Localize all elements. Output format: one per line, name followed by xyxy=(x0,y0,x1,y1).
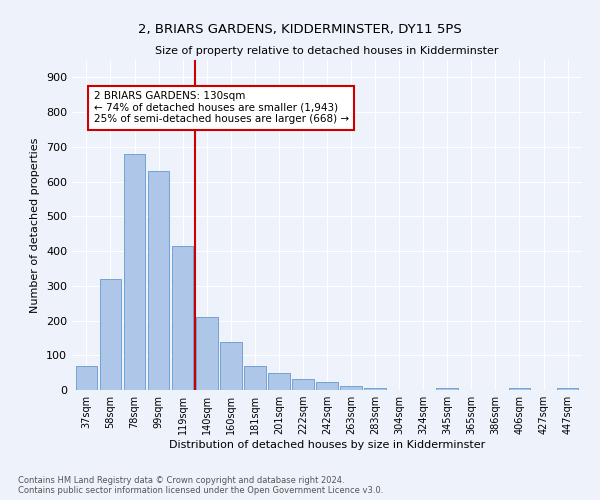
Text: Contains HM Land Registry data © Crown copyright and database right 2024.
Contai: Contains HM Land Registry data © Crown c… xyxy=(18,476,383,495)
Title: Size of property relative to detached houses in Kidderminster: Size of property relative to detached ho… xyxy=(155,46,499,56)
Bar xyxy=(340,386,362,390)
Bar xyxy=(220,342,242,390)
Bar xyxy=(244,366,266,390)
Bar xyxy=(100,279,121,390)
Bar xyxy=(172,246,193,390)
Bar xyxy=(557,388,578,390)
Bar xyxy=(124,154,145,390)
Bar xyxy=(76,366,97,390)
Bar xyxy=(509,388,530,390)
Bar xyxy=(316,382,338,390)
Bar xyxy=(364,388,386,390)
Bar xyxy=(292,378,314,390)
Y-axis label: Number of detached properties: Number of detached properties xyxy=(31,138,40,312)
Bar xyxy=(148,171,169,390)
Text: 2 BRIARS GARDENS: 130sqm
← 74% of detached houses are smaller (1,943)
25% of sem: 2 BRIARS GARDENS: 130sqm ← 74% of detach… xyxy=(94,92,349,124)
Bar xyxy=(436,388,458,390)
Bar xyxy=(196,317,218,390)
Bar xyxy=(268,374,290,390)
Text: 2, BRIARS GARDENS, KIDDERMINSTER, DY11 5PS: 2, BRIARS GARDENS, KIDDERMINSTER, DY11 5… xyxy=(138,22,462,36)
X-axis label: Distribution of detached houses by size in Kidderminster: Distribution of detached houses by size … xyxy=(169,440,485,450)
